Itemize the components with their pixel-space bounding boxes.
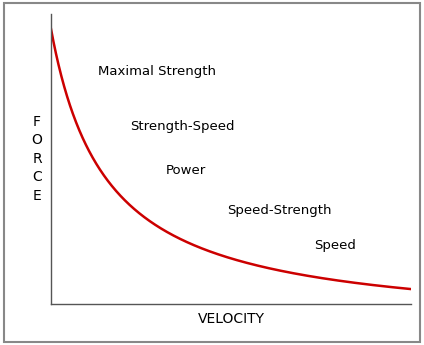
Text: Speed: Speed xyxy=(314,239,356,252)
Text: Strength-Speed: Strength-Speed xyxy=(130,120,234,133)
Text: Power: Power xyxy=(166,164,206,177)
Y-axis label: F
O
R
C
E: F O R C E xyxy=(31,115,42,203)
Text: Maximal Strength: Maximal Strength xyxy=(98,65,216,78)
X-axis label: VELOCITY: VELOCITY xyxy=(198,312,265,326)
Text: Speed-Strength: Speed-Strength xyxy=(227,204,332,217)
